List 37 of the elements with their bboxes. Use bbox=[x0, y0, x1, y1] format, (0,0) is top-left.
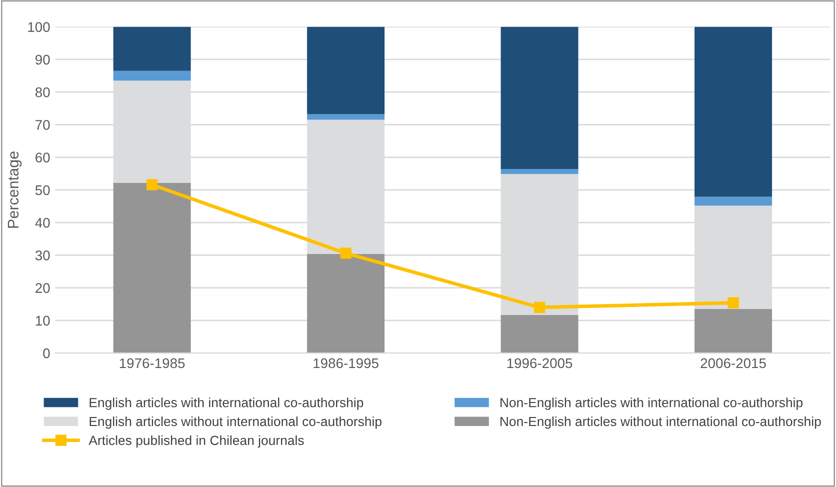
x-tick-label: 1996-2005 bbox=[507, 358, 572, 368]
bar bbox=[694, 309, 772, 354]
y-tick-label: 0 bbox=[43, 348, 50, 358]
legend-label: Non-English articles without international co-authorship bbox=[500, 416, 821, 429]
bar bbox=[307, 254, 385, 354]
bar bbox=[500, 26, 578, 170]
bar bbox=[113, 182, 191, 354]
point bbox=[534, 302, 546, 313]
legend-label: Articles published in Chilean journals bbox=[88, 435, 304, 448]
point bbox=[340, 248, 352, 259]
bar bbox=[113, 26, 191, 71]
y-tick-label: 50 bbox=[35, 185, 50, 196]
y-tick-label: 40 bbox=[35, 218, 50, 228]
y-tick-label: 60 bbox=[36, 152, 50, 162]
y-tick-label: 80 bbox=[35, 87, 50, 98]
bar bbox=[500, 314, 578, 354]
y-tick-label: 20 bbox=[36, 283, 50, 293]
bar bbox=[694, 26, 772, 197]
bar bbox=[694, 196, 772, 206]
y-tick-label: 100 bbox=[28, 22, 50, 32]
y-tick-label: 30 bbox=[35, 250, 50, 260]
x-tick-label: 2006-2015 bbox=[700, 358, 766, 368]
bar bbox=[307, 114, 385, 120]
bar bbox=[113, 70, 191, 81]
point bbox=[728, 297, 739, 308]
bar bbox=[307, 26, 385, 114]
legend-label: English articles with international co-authorship bbox=[90, 398, 364, 410]
y-axis-title: Percentage bbox=[8, 152, 22, 228]
y-tick-label: 70 bbox=[36, 120, 50, 130]
point bbox=[146, 179, 158, 190]
y-tick-label: 90 bbox=[36, 54, 50, 65]
x-tick-label: 1976-1985 bbox=[120, 358, 185, 368]
x-tick-label: 1986-1995 bbox=[314, 358, 378, 368]
legend-label: Non-English articles with international co-authorship bbox=[500, 398, 803, 410]
y-tick-label: 10 bbox=[36, 316, 50, 326]
legend-label: English articles without international co-authorship bbox=[90, 416, 382, 429]
bar bbox=[500, 169, 578, 174]
